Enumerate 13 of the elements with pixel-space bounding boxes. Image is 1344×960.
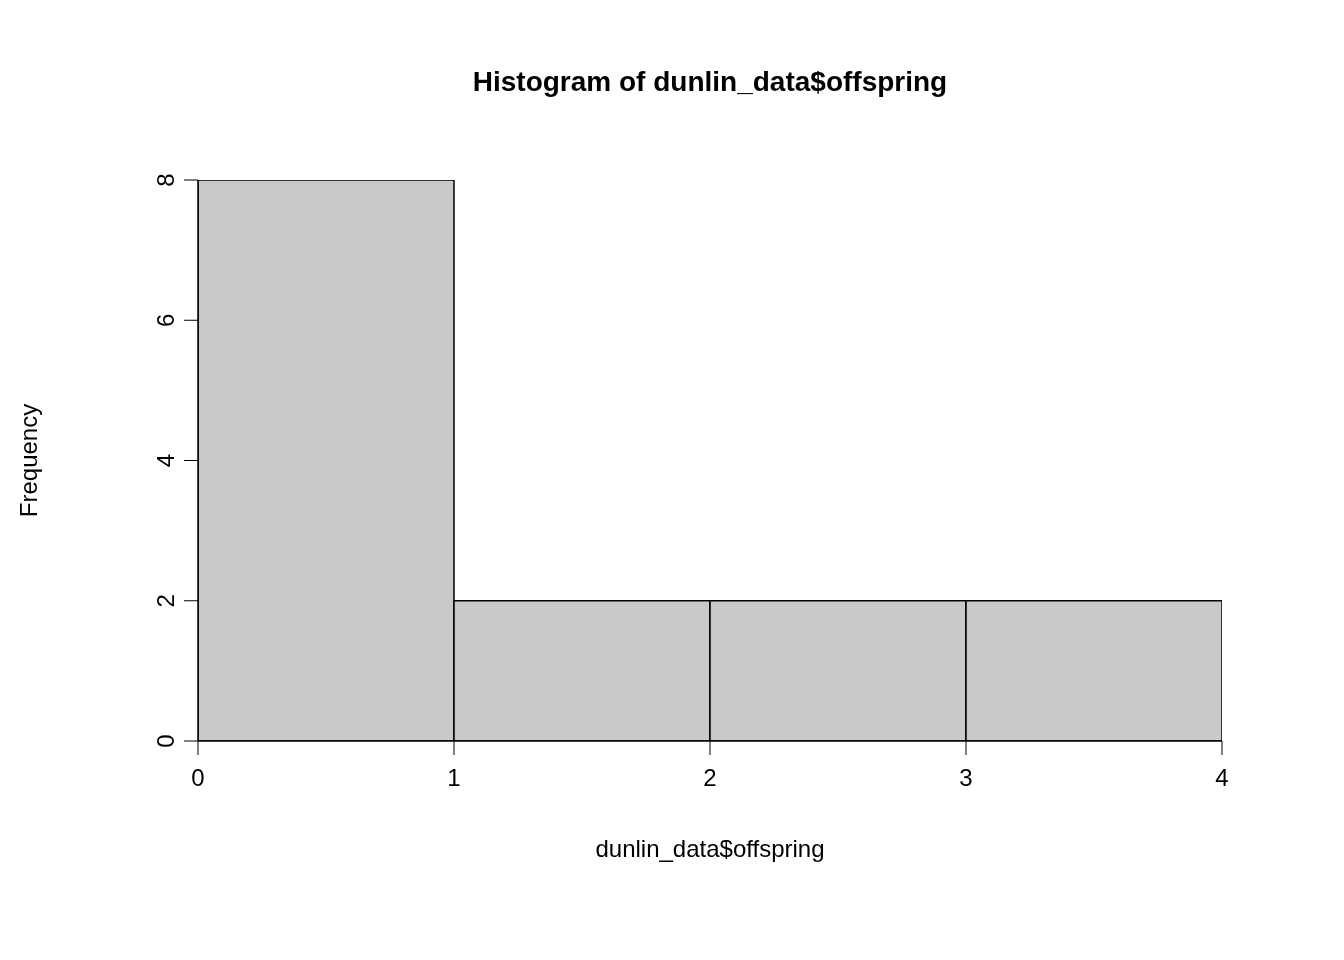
y-tick-label: 6	[152, 313, 179, 327]
x-tick-label: 3	[959, 764, 973, 792]
x-tick-label: 0	[191, 764, 205, 792]
y-tick-label: 0	[152, 734, 179, 748]
x-tick-label: 2	[703, 764, 717, 792]
x-tick-label: 1	[447, 764, 461, 792]
y-tick-label: 2	[152, 594, 179, 608]
chart-title: Histogram of dunlin_data$offspring	[471, 66, 949, 98]
x-tick-label: 4	[1215, 764, 1229, 792]
y-tick-label: 4	[152, 453, 179, 468]
x-axis-title: dunlin_data$offspring	[595, 835, 825, 862]
y-tick-label: 8	[152, 173, 179, 187]
y-axis-title: Frequency	[14, 403, 42, 518]
